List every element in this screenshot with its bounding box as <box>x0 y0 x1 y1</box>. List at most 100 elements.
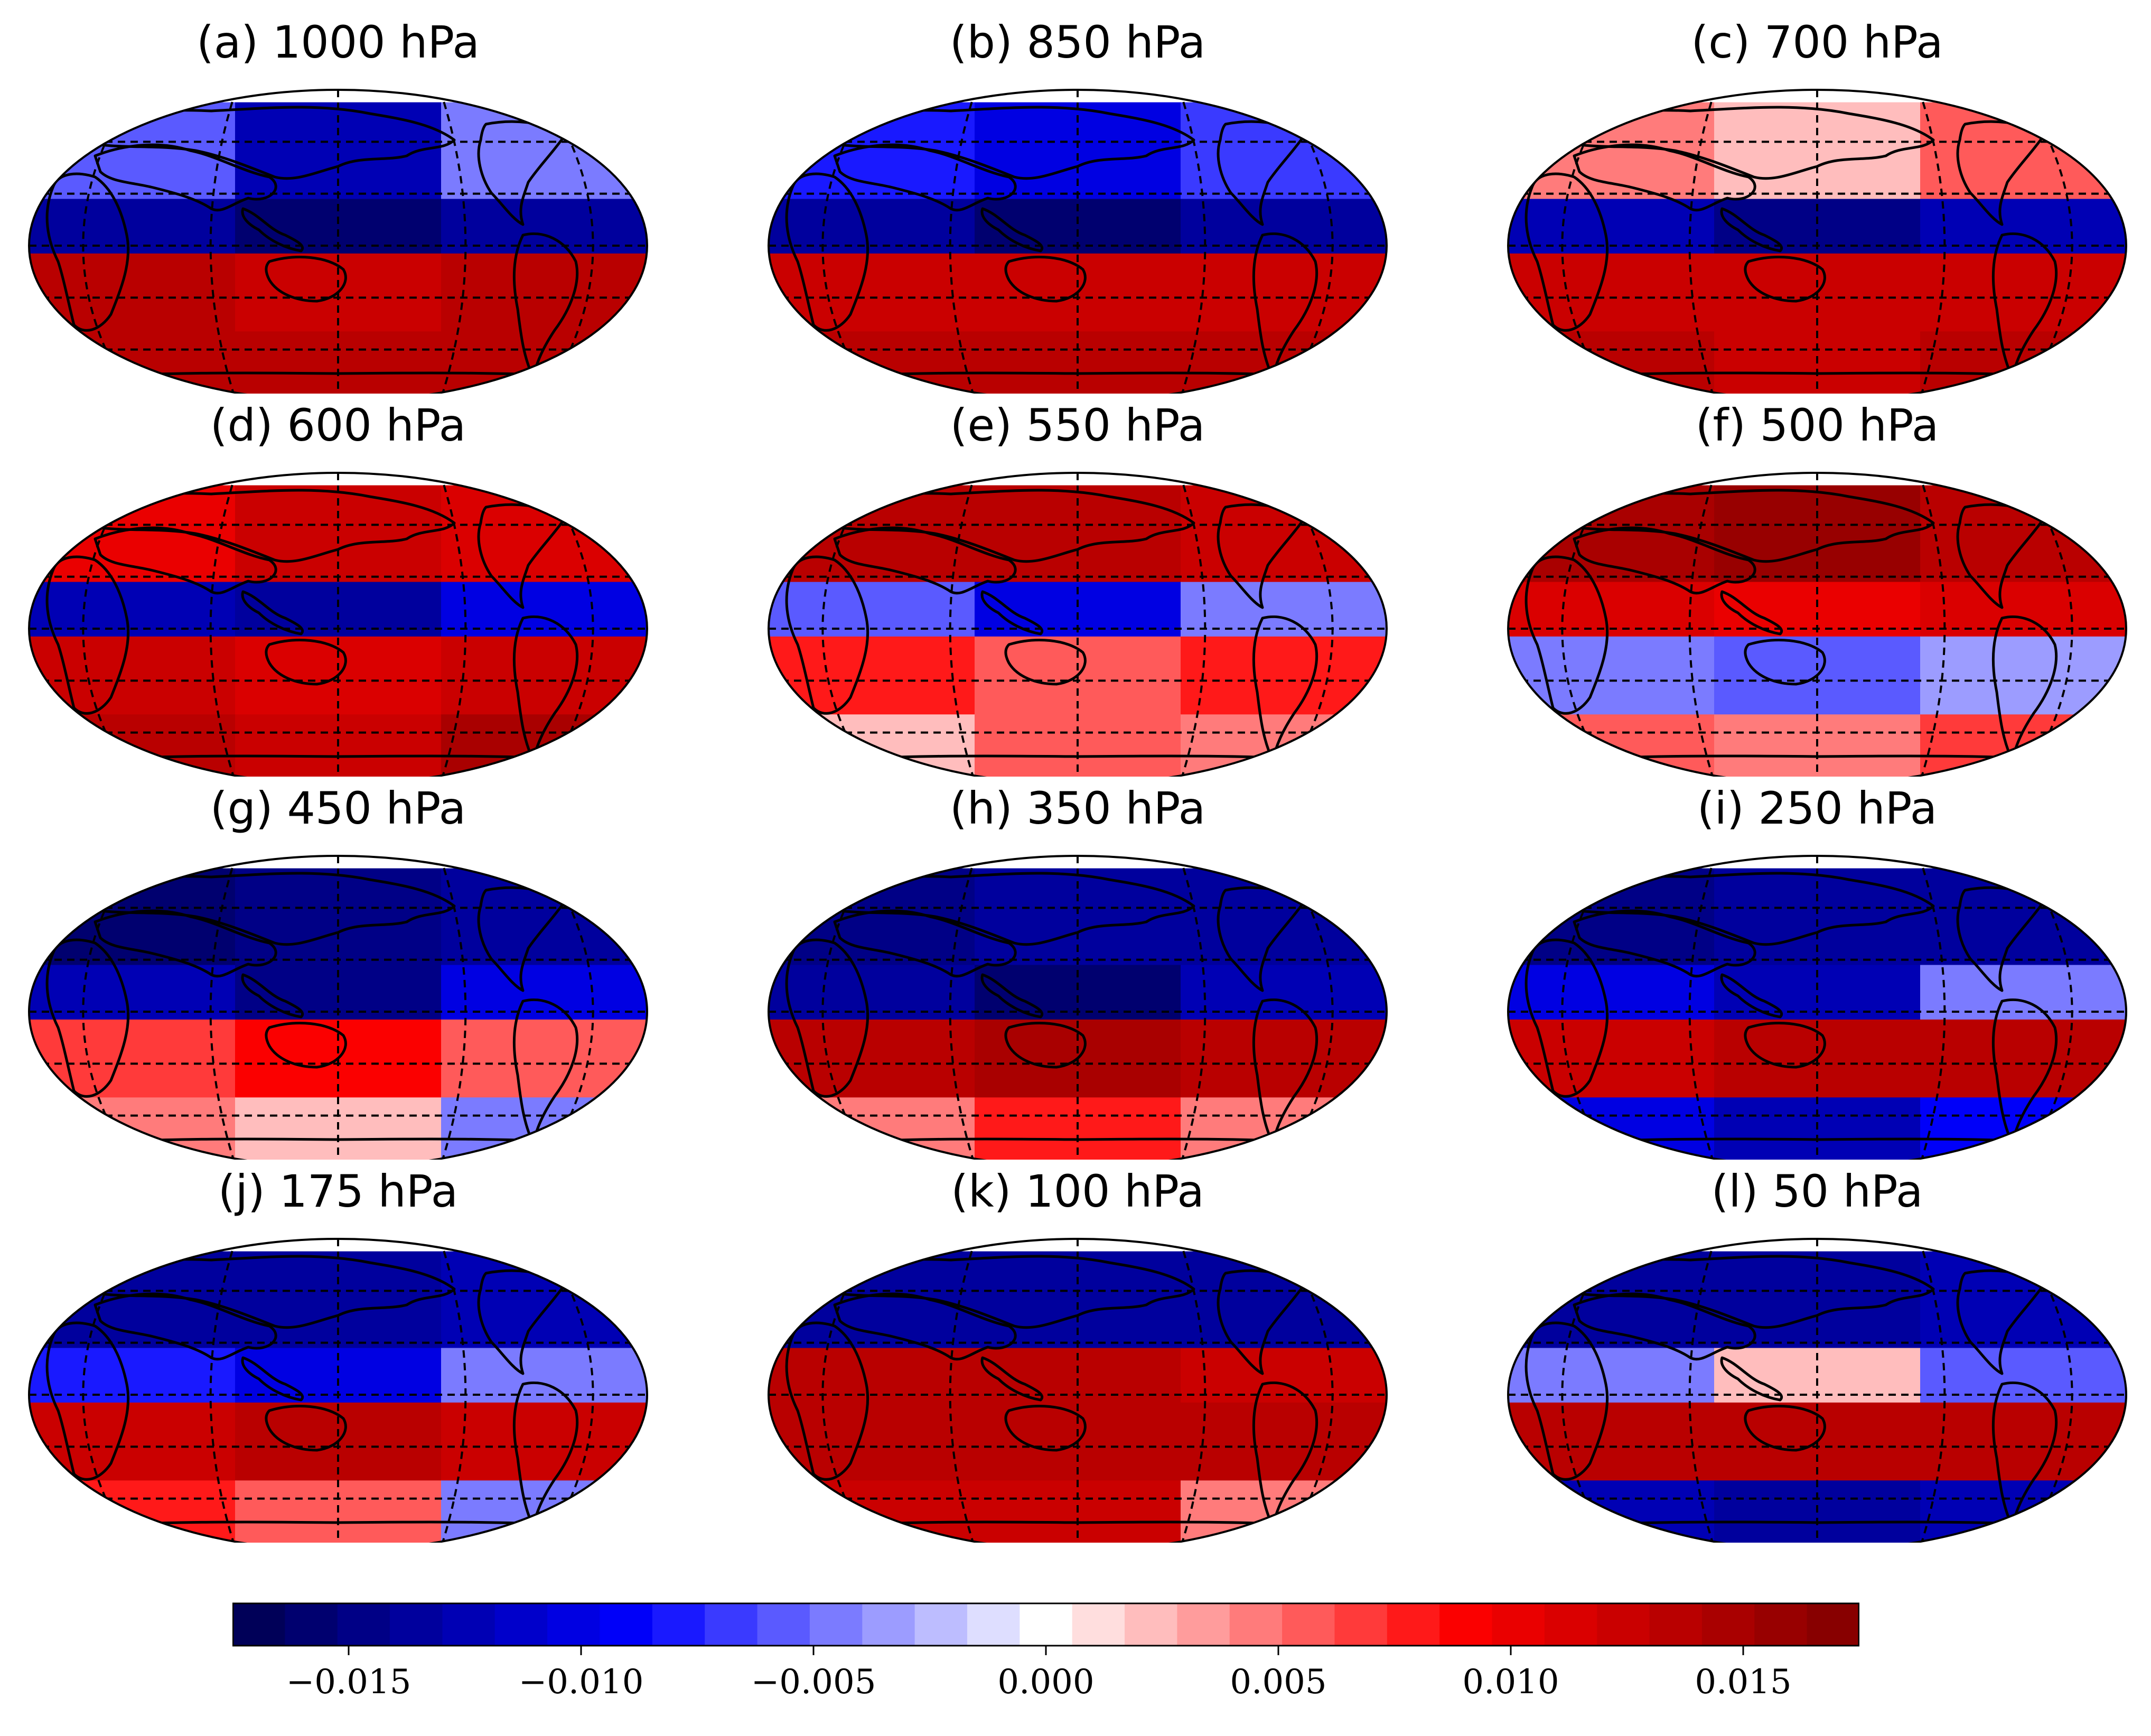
colorbar-tick-label: −0.005 <box>751 1663 876 1702</box>
coastline <box>785 938 869 1098</box>
field-cell <box>441 485 647 583</box>
field-cell <box>1920 1019 2126 1098</box>
colorbar-bin <box>652 1603 705 1646</box>
coastline <box>785 555 869 715</box>
map-outline <box>1507 1238 2127 1543</box>
meridian-line <box>439 90 467 394</box>
robinson-map <box>28 472 648 777</box>
robinson-map <box>768 89 1388 394</box>
colorbar-tick-label: 0.000 <box>997 1663 1094 1702</box>
coastline <box>1720 207 1783 253</box>
coastline <box>67 106 456 180</box>
coastline <box>67 872 456 946</box>
map-panel: (i) 250 hPa <box>1500 779 2134 1160</box>
colorbar-bin <box>600 1603 653 1646</box>
meridian-line <box>949 1239 977 1543</box>
colorbar-bin <box>914 1603 968 1646</box>
coastline <box>785 172 869 332</box>
coastline <box>265 639 347 686</box>
coastline <box>45 1321 130 1481</box>
colorbar-tick-label: 0.015 <box>1695 1663 1791 1702</box>
coastline <box>67 489 456 563</box>
colorbar-bin <box>1492 1603 1545 1646</box>
coastline <box>980 973 1043 1019</box>
field-cell <box>1181 253 1387 332</box>
meridian-line <box>1179 473 1207 777</box>
colorbar-bin <box>232 1603 285 1646</box>
robinson-map <box>1507 855 2127 1160</box>
field-cell <box>29 868 236 966</box>
field-cell <box>769 1251 975 1349</box>
colorbar-bin <box>1754 1603 1808 1646</box>
colorbar: −0.015 −0.010 −0.005 0.000 0.005 0.010 0.015 <box>232 1602 1859 1702</box>
robinson-map <box>28 89 648 394</box>
robinson-map <box>768 855 1388 1160</box>
meridian-line <box>209 473 237 777</box>
meridian-line <box>1688 473 1716 777</box>
field-cell <box>441 1019 647 1098</box>
coastline <box>1004 256 1087 303</box>
map-outline <box>28 855 648 1160</box>
colorbar-bin <box>1125 1603 1177 1646</box>
map-outline <box>1507 855 2127 1160</box>
colorbar-bin <box>1544 1603 1597 1646</box>
map-outline <box>768 89 1388 394</box>
field-cell <box>1181 636 1387 715</box>
coastline <box>45 555 130 715</box>
coastline <box>1004 1405 1087 1452</box>
colorbar-bin <box>967 1603 1020 1646</box>
meridian-line <box>439 473 467 777</box>
field-cell <box>1508 485 1715 583</box>
meridian-line <box>1918 90 1946 394</box>
map-outline <box>28 89 648 394</box>
panel-title: (f) 500 hPa <box>1695 399 1939 451</box>
coastline <box>1004 1022 1087 1069</box>
graticule <box>1508 1239 2126 1543</box>
coastline <box>807 1255 1195 1329</box>
map-panel: (b) 850 hPa <box>761 13 1395 394</box>
colorbar-bin <box>285 1603 338 1646</box>
meridian-line <box>1688 90 1716 394</box>
coastline <box>1744 639 1826 686</box>
field-cell <box>441 1402 647 1481</box>
map-panel: (e) 550 hPa <box>761 396 1395 777</box>
meridian-line <box>439 856 467 1160</box>
field-cell <box>1920 485 2126 583</box>
field-cell <box>441 636 647 715</box>
colorbar-bin <box>442 1603 495 1646</box>
field-cell <box>1920 1402 2126 1481</box>
field-cell <box>1181 1251 1387 1349</box>
colorbar-tick-label: −0.015 <box>286 1663 412 1702</box>
colorbar-bin <box>1177 1603 1230 1646</box>
colorbar-bin <box>1072 1603 1125 1646</box>
colorbar-bin <box>337 1603 390 1646</box>
colorbar-bin <box>1807 1603 1859 1646</box>
map-panel: (j) 175 hPa <box>21 1162 655 1543</box>
map-outline <box>1507 89 2127 394</box>
map-outline <box>768 1238 1388 1543</box>
field-cell <box>29 485 236 583</box>
colorbar-bin <box>1439 1603 1493 1646</box>
colorbar-tick-label: 0.010 <box>1462 1663 1559 1702</box>
coastline <box>265 1022 347 1069</box>
field-cell <box>1920 1251 2126 1349</box>
field-cell <box>1181 1402 1387 1481</box>
coastline <box>1744 1022 1826 1069</box>
field-cell <box>769 485 975 583</box>
coastline <box>241 207 304 253</box>
field-cell <box>1508 1251 1715 1349</box>
colorbar-bin <box>1229 1603 1283 1646</box>
coastline <box>1546 872 1935 946</box>
panel-title: (h) 350 hPa <box>949 782 1206 834</box>
colorbar-bin <box>547 1603 601 1646</box>
graticule <box>1508 473 2126 777</box>
map-panel: (l) 50 hPa <box>1500 1162 2134 1543</box>
coastline <box>67 1255 456 1329</box>
robinson-map <box>1507 472 2127 777</box>
map-outline <box>28 1238 648 1543</box>
meridian-line <box>209 856 237 1160</box>
meridian-line <box>1918 473 1946 777</box>
meridian-line <box>949 473 977 777</box>
colorbar-tick-label: −0.010 <box>519 1663 644 1702</box>
